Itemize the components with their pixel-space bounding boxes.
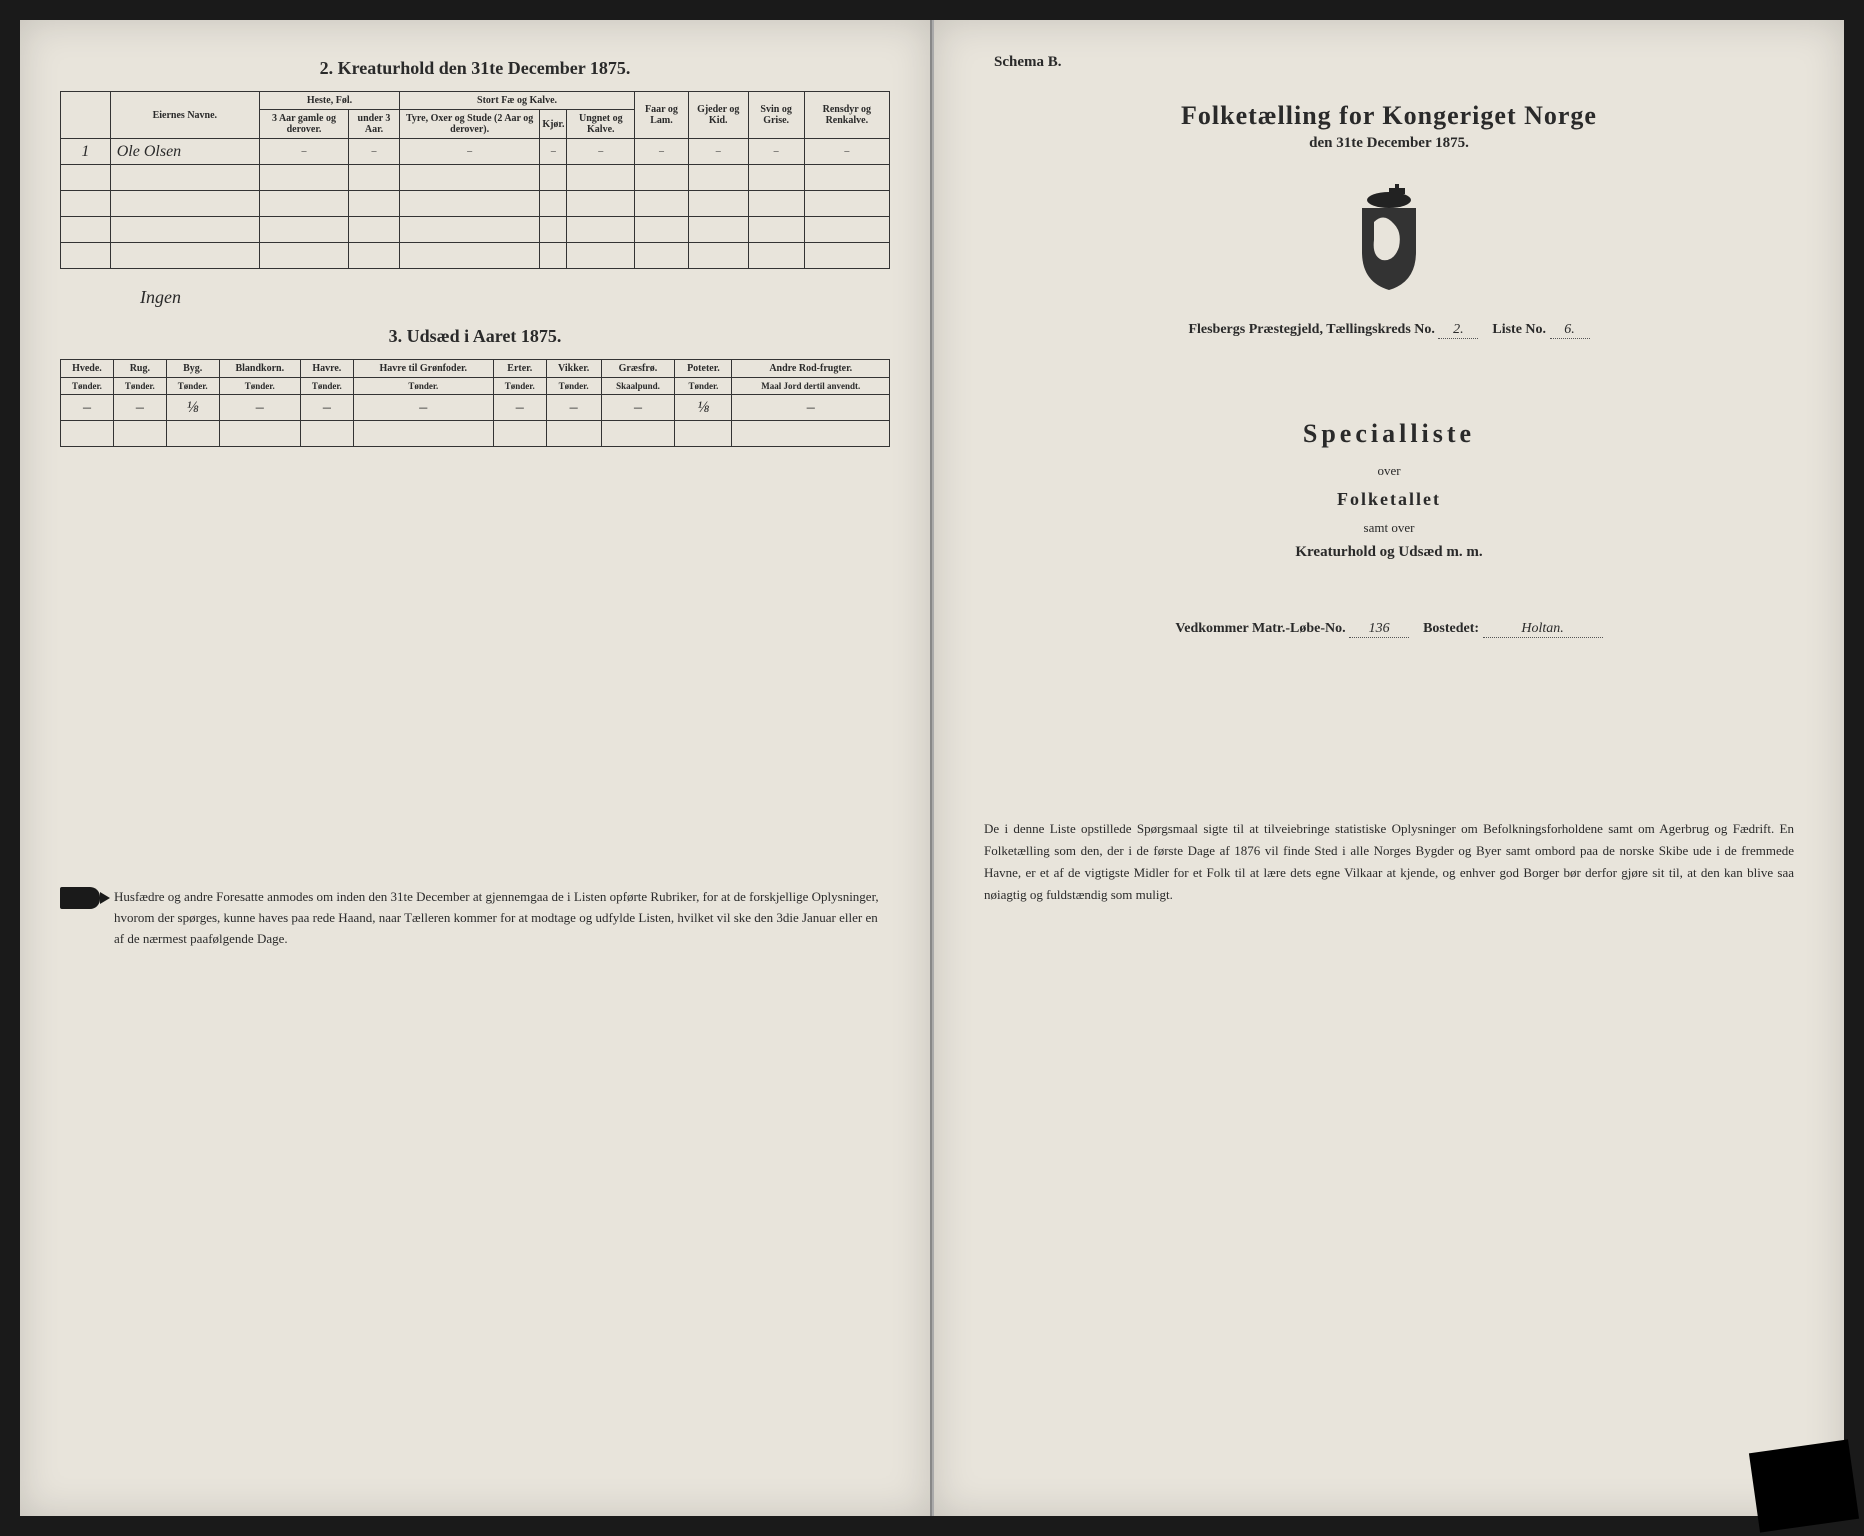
main-title: Folketælling for Kongeriget Norge xyxy=(974,101,1804,131)
table-row xyxy=(61,421,890,447)
matr-no-value: 136 xyxy=(1349,621,1409,638)
section2-title: 2. Kreaturhold den 31te December 1875. xyxy=(60,58,890,79)
main-subtitle: den 31te December 1875. xyxy=(974,135,1804,152)
col-eier: Eiernes Navne. xyxy=(110,92,259,139)
t3-cell: – xyxy=(493,395,546,421)
parish-line: Flesbergs Præstegjeld, Tællingskreds No.… xyxy=(974,322,1804,339)
handwritten-note: Ingen xyxy=(140,287,890,308)
t3-col-head: Rug. xyxy=(113,360,166,378)
t3-cell: – xyxy=(61,395,114,421)
footnote-text: Husfædre og andre Foresatte anmodes om i… xyxy=(114,887,890,949)
col-stort-b: Kjør. xyxy=(540,110,567,139)
grp-stort: Stort Fæ og Kalve. xyxy=(399,92,634,110)
t3-col-head: Havre. xyxy=(300,360,353,378)
col-gjed: Gjeder og Kid. xyxy=(688,92,748,139)
col-rens: Rensdyr og Renkalve. xyxy=(804,92,889,139)
col-heste-a: 3 Aar gamle og derover. xyxy=(259,110,348,139)
table-row: 1 Ole Olsen ––––––––– xyxy=(61,139,890,165)
specialliste-title: Specialliste xyxy=(974,419,1804,449)
bostedet-value: Holtan. xyxy=(1483,621,1603,638)
t3-col-sub: Tønder. xyxy=(113,378,166,395)
table-row: ––⅛––––––⅛– xyxy=(61,395,890,421)
col-stort-a: Tyre, Oxer og Stude (2 Aar og derover). xyxy=(399,110,539,139)
t3-col-sub: Tønder. xyxy=(353,378,493,395)
right-page: Schema B. Folketælling for Kongeriget No… xyxy=(932,20,1844,1516)
coat-of-arms-icon xyxy=(1344,182,1434,292)
table-row xyxy=(61,217,890,243)
t3-col-sub: Tønder. xyxy=(300,378,353,395)
t3-cell: – xyxy=(353,395,493,421)
t3-col-head: Poteter. xyxy=(675,360,732,378)
document-spread: 2. Kreaturhold den 31te December 1875. E… xyxy=(20,20,1844,1516)
pointing-hand-icon xyxy=(60,887,100,909)
row1-name: Ole Olsen xyxy=(110,139,259,165)
t3-col-sub: Tønder. xyxy=(219,378,300,395)
udsaed-table: Hvede.Rug.Byg.Blandkorn.Havre.Havre til … xyxy=(60,359,890,447)
left-footnote: Husfædre og andre Foresatte anmodes om i… xyxy=(60,887,890,949)
table-row xyxy=(61,191,890,217)
col-stort-c: Ungnet og Kalve. xyxy=(567,110,635,139)
col-faar: Faar og Lam. xyxy=(635,92,689,139)
t3-cell: ⅛ xyxy=(675,395,732,421)
bottom-paragraph: De i denne Liste opstillede Spørgsmaal s… xyxy=(974,818,1804,906)
page-corner-shadow xyxy=(1749,1439,1859,1532)
t3-cell: – xyxy=(732,395,890,421)
over-label: over xyxy=(974,463,1804,479)
bostedet-label: Bostedet: xyxy=(1423,621,1479,636)
t3-cell: – xyxy=(300,395,353,421)
t3-col-sub: Maal Jord dertil anvendt. xyxy=(732,378,890,395)
t3-cell: ⅛ xyxy=(166,395,219,421)
kreaturhold-label: Kreaturhold og Udsæd m. m. xyxy=(974,544,1804,561)
t3-col-sub: Tønder. xyxy=(166,378,219,395)
t3-cell: – xyxy=(113,395,166,421)
vedkommer-label: Vedkommer Matr.-Løbe-No. xyxy=(1175,621,1345,636)
folketallet-label: Folketallet xyxy=(974,489,1804,510)
left-page: 2. Kreaturhold den 31te December 1875. E… xyxy=(20,20,932,1516)
t3-col-head: Hvede. xyxy=(61,360,114,378)
t3-cell: – xyxy=(219,395,300,421)
liste-label: Liste No. xyxy=(1492,322,1546,337)
t3-col-sub: Tønder. xyxy=(675,378,732,395)
t3-col-head: Blandkorn. xyxy=(219,360,300,378)
t3-col-head: Græsfrø. xyxy=(601,360,675,378)
t3-col-head: Havre til Grønfoder. xyxy=(353,360,493,378)
vedkommer-line: Vedkommer Matr.-Løbe-No. 136 Bostedet: H… xyxy=(974,621,1804,638)
parish-label: Flesbergs Præstegjeld, Tællingskreds No. xyxy=(1188,322,1434,337)
table-row xyxy=(61,243,890,269)
t3-col-head: Andre Rod-frugter. xyxy=(732,360,890,378)
grp-heste: Heste, Føl. xyxy=(259,92,399,110)
liste-value: 6. xyxy=(1550,322,1590,339)
col-heste-b: under 3 Aar. xyxy=(349,110,400,139)
kreaturhold-table: Eiernes Navne. Heste, Føl. Stort Fæ og K… xyxy=(60,91,890,269)
t3-col-head: Erter. xyxy=(493,360,546,378)
t3-cell: – xyxy=(601,395,675,421)
t3-col-sub: Tønder. xyxy=(61,378,114,395)
table-row xyxy=(61,165,890,191)
t3-cell: – xyxy=(546,395,601,421)
col-svin: Svin og Grise. xyxy=(748,92,804,139)
t3-col-sub: Tønder. xyxy=(493,378,546,395)
section3-title: 3. Udsæd i Aaret 1875. xyxy=(60,326,890,347)
t3-col-sub: Skaalpund. xyxy=(601,378,675,395)
t3-col-head: Vikker. xyxy=(546,360,601,378)
t3-col-sub: Tønder. xyxy=(546,378,601,395)
t3-col-head: Byg. xyxy=(166,360,219,378)
schema-label: Schema B. xyxy=(994,54,1804,71)
samt-over-label: samt over xyxy=(974,520,1804,536)
kreds-value: 2. xyxy=(1438,322,1478,339)
